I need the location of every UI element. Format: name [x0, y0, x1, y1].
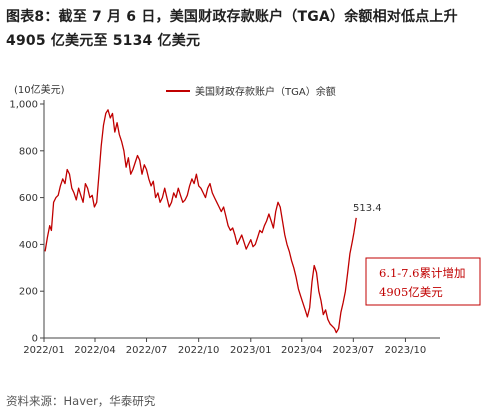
y-tick-label: 800	[19, 146, 38, 157]
y-tick-label: 200	[19, 287, 38, 298]
annotation-line-2: 4905亿美元	[379, 285, 443, 299]
y-tick-label: 1,000	[9, 100, 38, 111]
x-tick-label: 2022/04	[74, 345, 116, 356]
annotations: 513.4 6.1-7.6累计增加 4905亿美元	[353, 203, 481, 306]
legend-entry: 美国财政存款账户（TGA）余额	[195, 85, 336, 98]
figure-title-line-1: 图表8：截至 7 月 6 日，美国财政存款账户（TGA）余额相对低点上升	[6, 6, 458, 26]
axes: 0 200 400 600 800 1,000 2022/01 2022/04 2022/07 2…	[9, 100, 440, 356]
x-tick-label: 2023/10	[385, 345, 427, 356]
series-line-tga	[44, 109, 357, 334]
y-tick-label: 0	[32, 334, 38, 345]
y-axis-unit-label: (10亿美元)	[14, 83, 65, 96]
figure-label: 图表8：	[6, 9, 59, 25]
figure-title-text: 截至 7 月 6 日，美国财政存款账户（TGA）余额相对低点上升	[58, 9, 458, 25]
y-tick-label: 400	[19, 240, 38, 251]
x-tick-label: 2022/07	[126, 345, 168, 356]
x-tick-label: 2022/10	[178, 345, 220, 356]
annotation-line-1: 6.1-7.6累计增加	[379, 266, 465, 280]
source-note: 资料来源：Haver，华泰研究	[6, 394, 156, 408]
series-layer	[44, 109, 357, 334]
x-tick-label: 2023/04	[281, 345, 323, 356]
x-tick-label: 2023/01	[230, 345, 272, 356]
figure-title-line-2: 4905 亿美元至 5134 亿美元	[6, 33, 201, 49]
y-tick-label: 600	[19, 193, 38, 204]
x-tick-label: 2022/01	[23, 345, 65, 356]
x-tick-label: 2023/07	[333, 345, 375, 356]
legend: 美国财政存款账户（TGA）余额	[166, 85, 336, 98]
last-value-label: 513.4	[353, 203, 382, 214]
annotation-box	[365, 257, 481, 306]
